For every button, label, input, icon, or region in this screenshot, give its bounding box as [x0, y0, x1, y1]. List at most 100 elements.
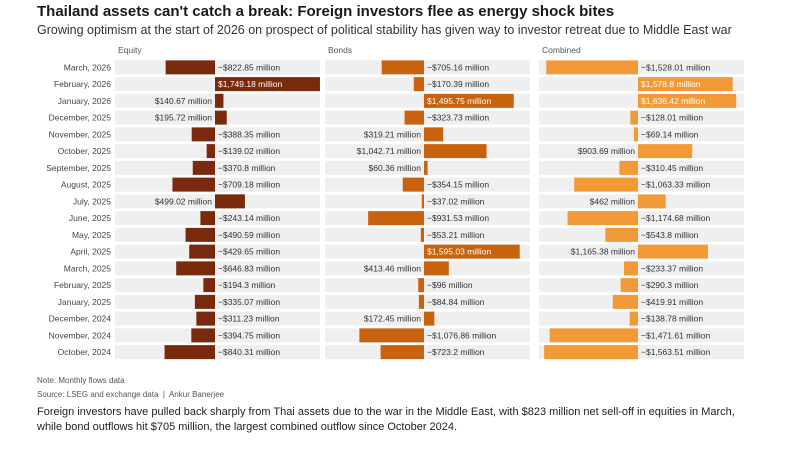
row-background-bonds: [325, 60, 530, 75]
bar-bonds: [381, 60, 424, 75]
row-background-bonds: [325, 278, 530, 293]
value-label: −$96 million: [427, 280, 473, 290]
bar-combined: [638, 194, 666, 209]
category-label: December, 2025: [49, 113, 112, 123]
value-label: −$335.07 million: [218, 297, 280, 307]
bar-combined: [623, 261, 638, 276]
chart-note: Note: Monthly flows data: [37, 376, 125, 385]
value-label: −$394.75 million: [218, 330, 280, 340]
value-label: −$37.02 million: [427, 196, 485, 206]
value-label: $413.46 million: [364, 263, 421, 273]
row-background-bonds: [325, 110, 530, 125]
value-label: −$1,563.51 million: [641, 347, 711, 357]
row-background-combined: [539, 311, 744, 326]
bar-combined: [638, 144, 693, 159]
value-label: −$705.16 million: [427, 62, 489, 72]
value-label: $195.72 million: [155, 113, 212, 123]
bar-equity: [165, 60, 215, 75]
value-label: −$233.37 million: [641, 263, 703, 273]
value-label: −$429.65 million: [218, 247, 280, 257]
category-label: November, 2024: [49, 330, 112, 340]
bar-combined: [638, 77, 733, 92]
row-background-combined: [539, 160, 744, 175]
value-label: −$646.83 million: [218, 263, 280, 273]
bar-equity: [185, 227, 215, 242]
category-label: May, 2025: [72, 230, 111, 240]
bar-bonds: [424, 160, 428, 175]
value-label: −$69.14 million: [641, 129, 699, 139]
bar-bonds: [424, 311, 435, 326]
bar-combined: [619, 160, 638, 175]
value-label: −$822.85 million: [218, 62, 280, 72]
value-label: −$354.15 million: [427, 180, 489, 190]
chart-source: Source: LSEG and exchange data | Ankur B…: [37, 390, 224, 399]
panel-header: Bonds: [328, 45, 352, 55]
value-label: $1,595.03 million: [427, 247, 492, 257]
bar-combined: [629, 311, 638, 326]
bar-equity: [191, 328, 215, 343]
bar-combined: [549, 328, 638, 343]
row-background-bonds: [325, 177, 530, 192]
bar-bonds: [424, 93, 514, 108]
value-label: $1,636.42 million: [641, 96, 706, 106]
category-label: January, 2026: [58, 96, 112, 106]
value-label: $1,749.18 million: [218, 79, 283, 89]
value-label: −$170.39 million: [427, 79, 489, 89]
bar-combined: [638, 93, 737, 108]
bar-combined: [638, 244, 708, 259]
row-background-equity: [115, 227, 320, 242]
bar-equity: [215, 194, 245, 209]
bar-combined: [633, 127, 638, 142]
bar-combined: [567, 211, 638, 226]
bar-equity: [215, 93, 224, 108]
row-background-equity: [115, 177, 320, 192]
value-label: −$370.8 million: [218, 163, 276, 173]
value-label: −$1,076.86 million: [427, 330, 497, 340]
value-label: −$138.78 million: [641, 314, 703, 324]
value-label: −$290.3 million: [641, 280, 699, 290]
row-background-equity: [115, 328, 320, 343]
value-label: −$388.35 million: [218, 129, 280, 139]
value-label: −$311.23 million: [218, 314, 280, 324]
bar-equity: [215, 77, 320, 92]
bar-combined: [574, 177, 638, 192]
value-label: −$53.21 million: [427, 230, 485, 240]
bar-bonds: [413, 77, 424, 92]
bar-combined: [612, 294, 638, 309]
bar-equity: [196, 311, 215, 326]
value-label: −$243.14 million: [218, 213, 280, 223]
row-background-equity: [115, 261, 320, 276]
bar-combined: [544, 345, 638, 360]
row-background-combined: [539, 227, 744, 242]
bar-bonds: [404, 110, 424, 125]
row-background-equity: [115, 294, 320, 309]
category-label: July, 2025: [73, 196, 111, 206]
category-label: February, 2025: [54, 280, 111, 290]
category-label: March, 2026: [64, 62, 112, 72]
flows-chart: March, 2026 February, 2026 January, 2026 De…: [46, 45, 744, 360]
bar-bonds: [420, 227, 424, 242]
row-background-bonds: [325, 294, 530, 309]
value-label: −$419.91 million: [641, 297, 703, 307]
row-background-equity: [115, 311, 320, 326]
category-label: March, 2025: [64, 263, 112, 273]
row-background-bonds: [325, 227, 530, 242]
row-background-bonds: [325, 345, 530, 360]
bar-equity: [176, 261, 215, 276]
bar-combined: [605, 227, 638, 242]
value-label: −$84.84 million: [427, 297, 485, 307]
bar-bonds: [424, 127, 444, 142]
value-label: −$139.02 million: [218, 146, 280, 156]
bar-bonds: [424, 244, 520, 259]
row-background-equity: [115, 144, 320, 159]
category-label: February, 2026: [54, 79, 111, 89]
category-label: June, 2025: [69, 213, 111, 223]
value-label: $1,495.75 million: [427, 96, 492, 106]
bar-combined: [620, 278, 638, 293]
value-label: −$1,174.68 million: [641, 213, 711, 223]
value-label: $60.36 million: [369, 163, 422, 173]
row-background-combined: [539, 294, 744, 309]
value-label: −$1,471.61 million: [641, 330, 711, 340]
bar-equity: [194, 294, 215, 309]
value-label: −$723.2 million: [427, 347, 485, 357]
